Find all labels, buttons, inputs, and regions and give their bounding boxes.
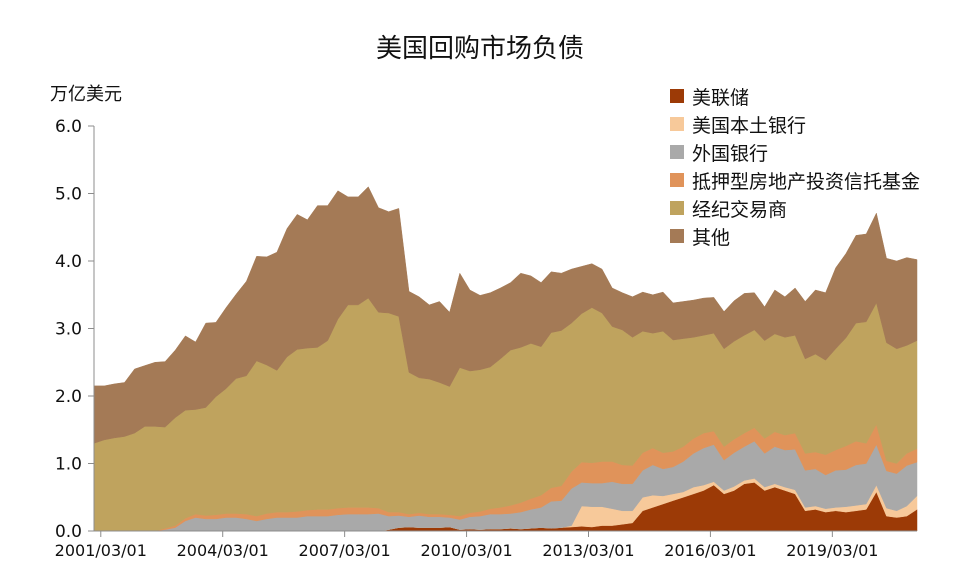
axes-group: 0.0 1.0 2.0 3.0 4.0 5.0 6.0 2001/03/01 2004/03/0… [55,117,917,560]
chart-title: 美国回购市场负债 [375,34,584,64]
legend: 美联储美国本土银行 外国银行抵押型房地产投资信托基金 经纪交易商其他 [670,82,920,250]
area-series-6 [93,186,918,444]
legend-item: 美联储 [670,82,920,110]
area-series-group [93,186,918,532]
x-tick-label: 2007/03/01 [299,541,391,560]
legend-label: 抵押型房地产投资信托基金 [692,170,921,193]
y-tick-label: 1.0 [55,455,82,475]
legend-item: 其他 [670,222,920,250]
y-tick-label: 3.0 [55,320,82,340]
legend-label: 外国银行 [692,142,769,165]
legend-swatch [670,145,684,159]
legend-label: 美联储 [692,86,750,109]
legend-label: 其他 [692,226,731,249]
legend-swatch [670,173,684,187]
y-tick-label: 0.0 [55,522,82,542]
y-tick-label: 5.0 [55,185,82,205]
x-tick-label: 2019/03/01 [786,541,878,560]
x-tick-label: 2010/03/01 [420,541,512,560]
legend-label: 经纪交易商 [692,198,788,221]
legend-item: 经纪交易商 [670,194,920,222]
x-tick-label: 2013/03/01 [542,541,634,560]
legend-swatch [670,117,684,131]
legend-item: 外国银行 [670,138,920,166]
y-tick-label: 2.0 [55,387,82,407]
legend-item: 美国本土银行 [670,110,920,138]
y-tick-label: 6.0 [55,117,82,137]
x-tick-label: 2016/03/01 [664,541,756,560]
y-tick-label: 4.0 [55,252,82,272]
x-tick-label: 2004/03/01 [177,541,269,560]
legend-swatch [670,89,684,103]
legend-swatch [670,201,684,215]
legend-item: 抵押型房地产投资信托基金 [670,166,920,194]
legend-label: 美国本土银行 [692,114,807,137]
y-axis-unit-label: 万亿美元 [50,84,122,105]
x-tick-label: 2001/03/01 [55,541,147,560]
legend-swatch [670,229,684,243]
